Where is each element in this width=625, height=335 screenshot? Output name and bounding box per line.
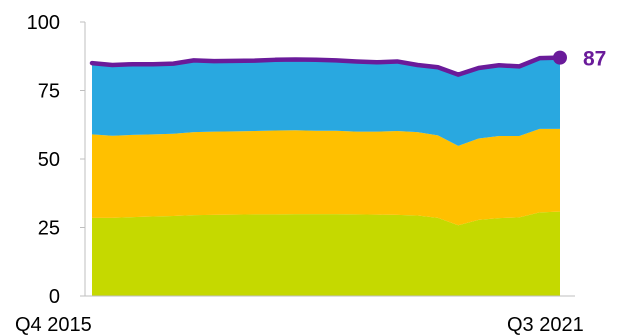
stacked-areas bbox=[92, 57, 560, 296]
area-series-1 bbox=[92, 211, 560, 296]
end-value-label: 87 bbox=[583, 48, 606, 71]
y-tick-labels: 0 25 50 75 100 bbox=[27, 12, 60, 308]
x-tick-label-end: Q3 2021 bbox=[507, 314, 584, 335]
y-tick-label-0: 0 bbox=[49, 286, 60, 308]
x-tick-label-start: Q4 2015 bbox=[15, 314, 92, 335]
y-tick-label-75: 75 bbox=[38, 81, 60, 103]
total-line-group bbox=[89, 50, 567, 77]
area-series-2 bbox=[92, 128, 560, 226]
y-tick-marks bbox=[80, 21, 85, 297]
x-tick-labels: Q4 2015 Q3 2021 bbox=[15, 314, 584, 335]
area-series-3 bbox=[92, 57, 560, 146]
total-line bbox=[89, 55, 563, 77]
y-tick-label-25: 25 bbox=[38, 218, 60, 240]
y-tick-label-100: 100 bbox=[27, 12, 60, 34]
y-tick-label-50: 50 bbox=[38, 149, 60, 171]
end-point-marker bbox=[553, 50, 567, 65]
